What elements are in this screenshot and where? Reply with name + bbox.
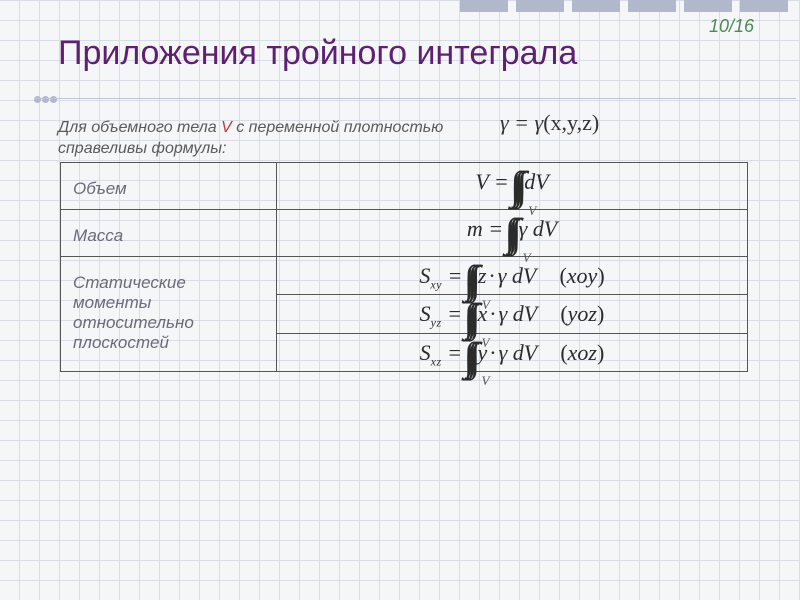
intro-suffix: справеливы формулы: <box>58 140 226 157</box>
density-equation: γ = γ(x,y,z) <box>500 110 599 136</box>
syz-sub: yz <box>431 316 442 330</box>
mass-integrand: γ dV <box>519 216 558 241</box>
sxy-plane: (xoy) <box>541 263 604 288</box>
volume-lhs: V <box>475 169 488 194</box>
gamma-args: (x,y,z) <box>543 110 599 135</box>
intro-text: Для объемного тела V с переменной плотно… <box>58 118 758 160</box>
title-underline-decoration <box>34 94 56 104</box>
page-number: 10/16 <box>709 16 754 37</box>
volume-formula: V = ∫∫∫VdV <box>277 163 748 210</box>
intro-mid: с переменной плотностью <box>232 119 443 136</box>
sxz-lhs: S <box>420 340 431 365</box>
dv-symbol: dV <box>506 263 536 288</box>
mass-formula: m = ∫∫∫Vγ dV <box>277 210 748 257</box>
row-label-moments: Статические моменты относительно плоскос… <box>61 257 277 372</box>
slide-title: Приложения тройного интеграла <box>58 34 577 73</box>
table-row: Объем V = ∫∫∫VdV <box>61 163 748 210</box>
syz-plane: (yoz) <box>542 301 604 326</box>
dv-symbol: dV <box>507 301 537 326</box>
mass-lhs: m <box>467 216 483 241</box>
row-label-mass: Масса <box>61 210 277 257</box>
gamma-lhs: γ <box>500 110 509 135</box>
sxy-lhs: S <box>419 263 430 288</box>
gamma-symbol: γ <box>499 340 508 365</box>
volume-integrand: dV <box>524 169 548 194</box>
dv-symbol: dV <box>507 340 537 365</box>
gamma-eq-sign: = <box>509 110 535 135</box>
moment-syz-formula: Syz = ∫∫∫Vx·γ dV (yoz) <box>277 295 748 333</box>
sxz-sub: xz <box>431 354 442 368</box>
dot-icon: · <box>486 263 497 288</box>
table-row: Масса m = ∫∫∫Vγ dV <box>61 210 748 257</box>
intro-body-symbol: V <box>221 119 232 136</box>
gamma-rhs: γ <box>535 110 544 135</box>
gamma-symbol: γ <box>499 301 508 326</box>
moment-sxz-formula: Sxz = ∫∫∫Vy·γ dV (xoz) <box>277 333 748 371</box>
syz-lhs: S <box>420 301 431 326</box>
sxy-sub: xy <box>430 277 442 291</box>
moment-sxy-formula: Sxy = ∫∫∫Vz·γ dV (xoy) <box>277 257 748 295</box>
slide-top-decoration <box>0 0 800 16</box>
table-row: Статические моменты относительно плоскос… <box>61 257 748 295</box>
row-label-volume: Объем <box>61 163 277 210</box>
formula-table: Объем V = ∫∫∫VdV Масса m = ∫∫∫Vγ dV Стат… <box>60 162 748 372</box>
intro-prefix: Для объемного тела <box>58 119 221 136</box>
sxz-plane: (xoz) <box>542 340 604 365</box>
